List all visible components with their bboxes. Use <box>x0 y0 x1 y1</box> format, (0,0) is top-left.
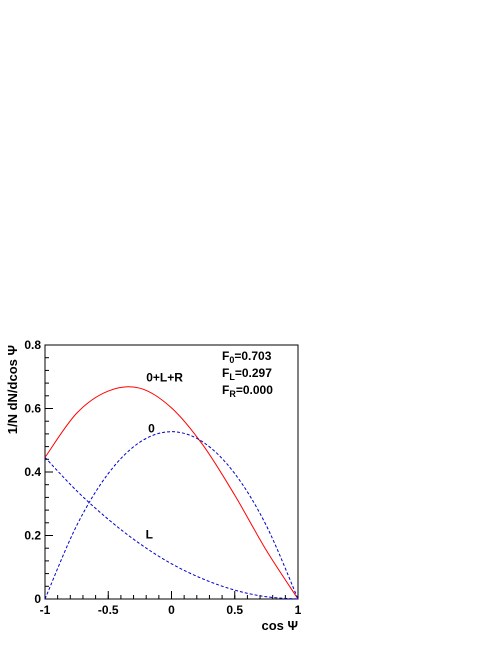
curves <box>44 386 299 600</box>
x-axis-label: cos Ψ <box>261 618 298 633</box>
x-tick-label: -1 <box>40 603 51 617</box>
fraction-f0: F0=0.703 <box>222 349 272 365</box>
fraction-fr: FR=0.000 <box>222 383 273 399</box>
curve-label: 0 <box>148 421 155 435</box>
x-tick-label: -0.5 <box>98 603 119 617</box>
y-tick-label: 0 <box>34 592 41 606</box>
y-tick-label: 0.6 <box>24 402 41 416</box>
x-tick-label: 0 <box>168 603 175 617</box>
fraction-fl: FL=0.297 <box>222 366 272 382</box>
axis-ticks <box>44 344 299 600</box>
series-line-0 <box>44 431 299 600</box>
x-tick-label: 1 <box>295 603 302 617</box>
y-tick-label: 0.4 <box>24 465 41 479</box>
curve-label: 0+L+R <box>146 371 183 385</box>
y-tick-label: 0.8 <box>24 338 41 352</box>
curve-label: L <box>146 528 153 542</box>
y-axis-label: 1/N dN/dcos Ψ <box>5 345 20 434</box>
tick-labels: -1 -0.5 0 0.5 1 0 0.2 0.4 0.6 0.8 <box>24 338 301 617</box>
series-line-l <box>44 457 299 600</box>
fractions-box: F0=0.703 FL=0.297 FR=0.000 <box>222 349 273 399</box>
x-tick-label: 0.5 <box>226 603 243 617</box>
curve-labels: 0+L+R 0 L <box>146 371 184 542</box>
series-line-0lr <box>44 386 299 600</box>
y-tick-label: 0.2 <box>24 529 41 543</box>
